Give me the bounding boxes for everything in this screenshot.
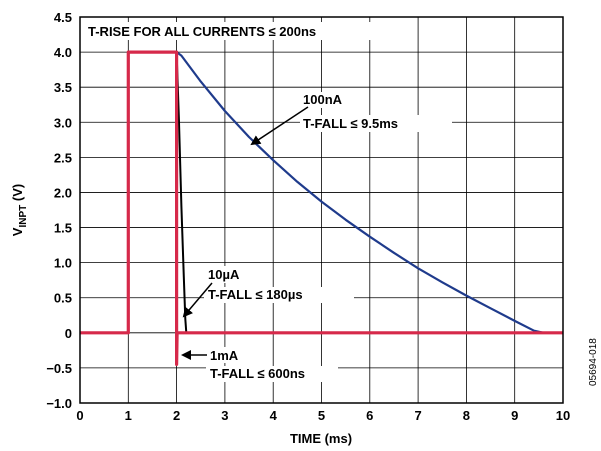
y-tick-label: 0 — [65, 326, 72, 341]
y-tick-label: 1.0 — [54, 256, 72, 271]
annotation-10ua-arrow — [182, 282, 213, 318]
annotation-rise-bg — [86, 22, 374, 40]
x-tick-label: 7 — [414, 408, 421, 423]
annotation-100na-label: 100nA — [303, 92, 343, 107]
x-tick-label: 8 — [463, 408, 470, 423]
y-axis-title-sub: INPT — [18, 205, 29, 228]
annotation-100na-bg — [300, 92, 360, 108]
annotation-100na-fall-bg — [300, 115, 452, 132]
x-tick-label: 2 — [173, 408, 180, 423]
y-axis-title-unit: (V) — [10, 184, 25, 205]
figure-id: 05694-018 — [588, 338, 599, 386]
annotation-1ma-fall-bg — [206, 366, 338, 382]
x-tick-label: 1 — [125, 408, 132, 423]
y-tick-label: 1.5 — [54, 221, 72, 236]
x-tick-label: 3 — [221, 408, 228, 423]
y-tick-label: 4.5 — [54, 10, 72, 25]
annotation-1ma-label: 1mA — [210, 348, 239, 363]
y-tick-label: 2.5 — [54, 150, 72, 165]
series-line-2 — [80, 50, 563, 366]
x-tick-label: 0 — [76, 408, 83, 423]
y-tick-label: −1.0 — [46, 396, 72, 411]
x-tick-label: 6 — [366, 408, 373, 423]
y-tick-label: 3.5 — [54, 80, 72, 95]
annotation-1ma-fall: T-FALL ≤ 600ns — [210, 366, 305, 381]
y-axis-title-main: V — [10, 227, 25, 236]
annotation-1ma-bg — [206, 347, 248, 363]
grid — [80, 17, 563, 403]
plot-frame — [79, 16, 564, 404]
y-tick-labels: 4.5 4.0 3.5 3.0 2.5 2.0 1.5 1.0 0.5 0 −0.5 −1.0 — [46, 10, 72, 411]
annotation-10ua-label: 10µA — [208, 267, 240, 282]
x-tick-label: 4 — [270, 408, 278, 423]
y-tick-label: 4.0 — [54, 45, 72, 60]
series-line-0 — [80, 51, 563, 334]
y-tick-label: 3.0 — [54, 115, 72, 130]
x-tick-labels: 0 1 2 3 4 5 6 7 8 9 10 — [76, 408, 570, 423]
y-tick-label: −0.5 — [46, 361, 72, 376]
annotation-100na-arrow — [250, 106, 309, 146]
y-tick-label: 2.0 — [54, 185, 72, 200]
y-axis-title: VINPT (V) — [10, 184, 29, 236]
annotation-10ua-bg — [204, 266, 264, 283]
y-tick-label: 0.5 — [54, 291, 72, 306]
annotation-10ua-fall: T-FALL ≤ 180µs — [208, 287, 303, 302]
x-tick-label: 5 — [318, 408, 325, 423]
x-axis-title: TIME (ms) — [290, 431, 352, 446]
x-tick-label: 9 — [511, 408, 518, 423]
annotation-rise: T-RISE FOR ALL CURRENTS ≤ 200ns — [88, 24, 316, 39]
x-tick-label: 10 — [556, 408, 570, 423]
annotation-10ua-fall-bg — [204, 287, 354, 303]
annotation-100na-fall: T-FALL ≤ 9.5ms — [303, 116, 398, 131]
series-group — [80, 50, 563, 366]
